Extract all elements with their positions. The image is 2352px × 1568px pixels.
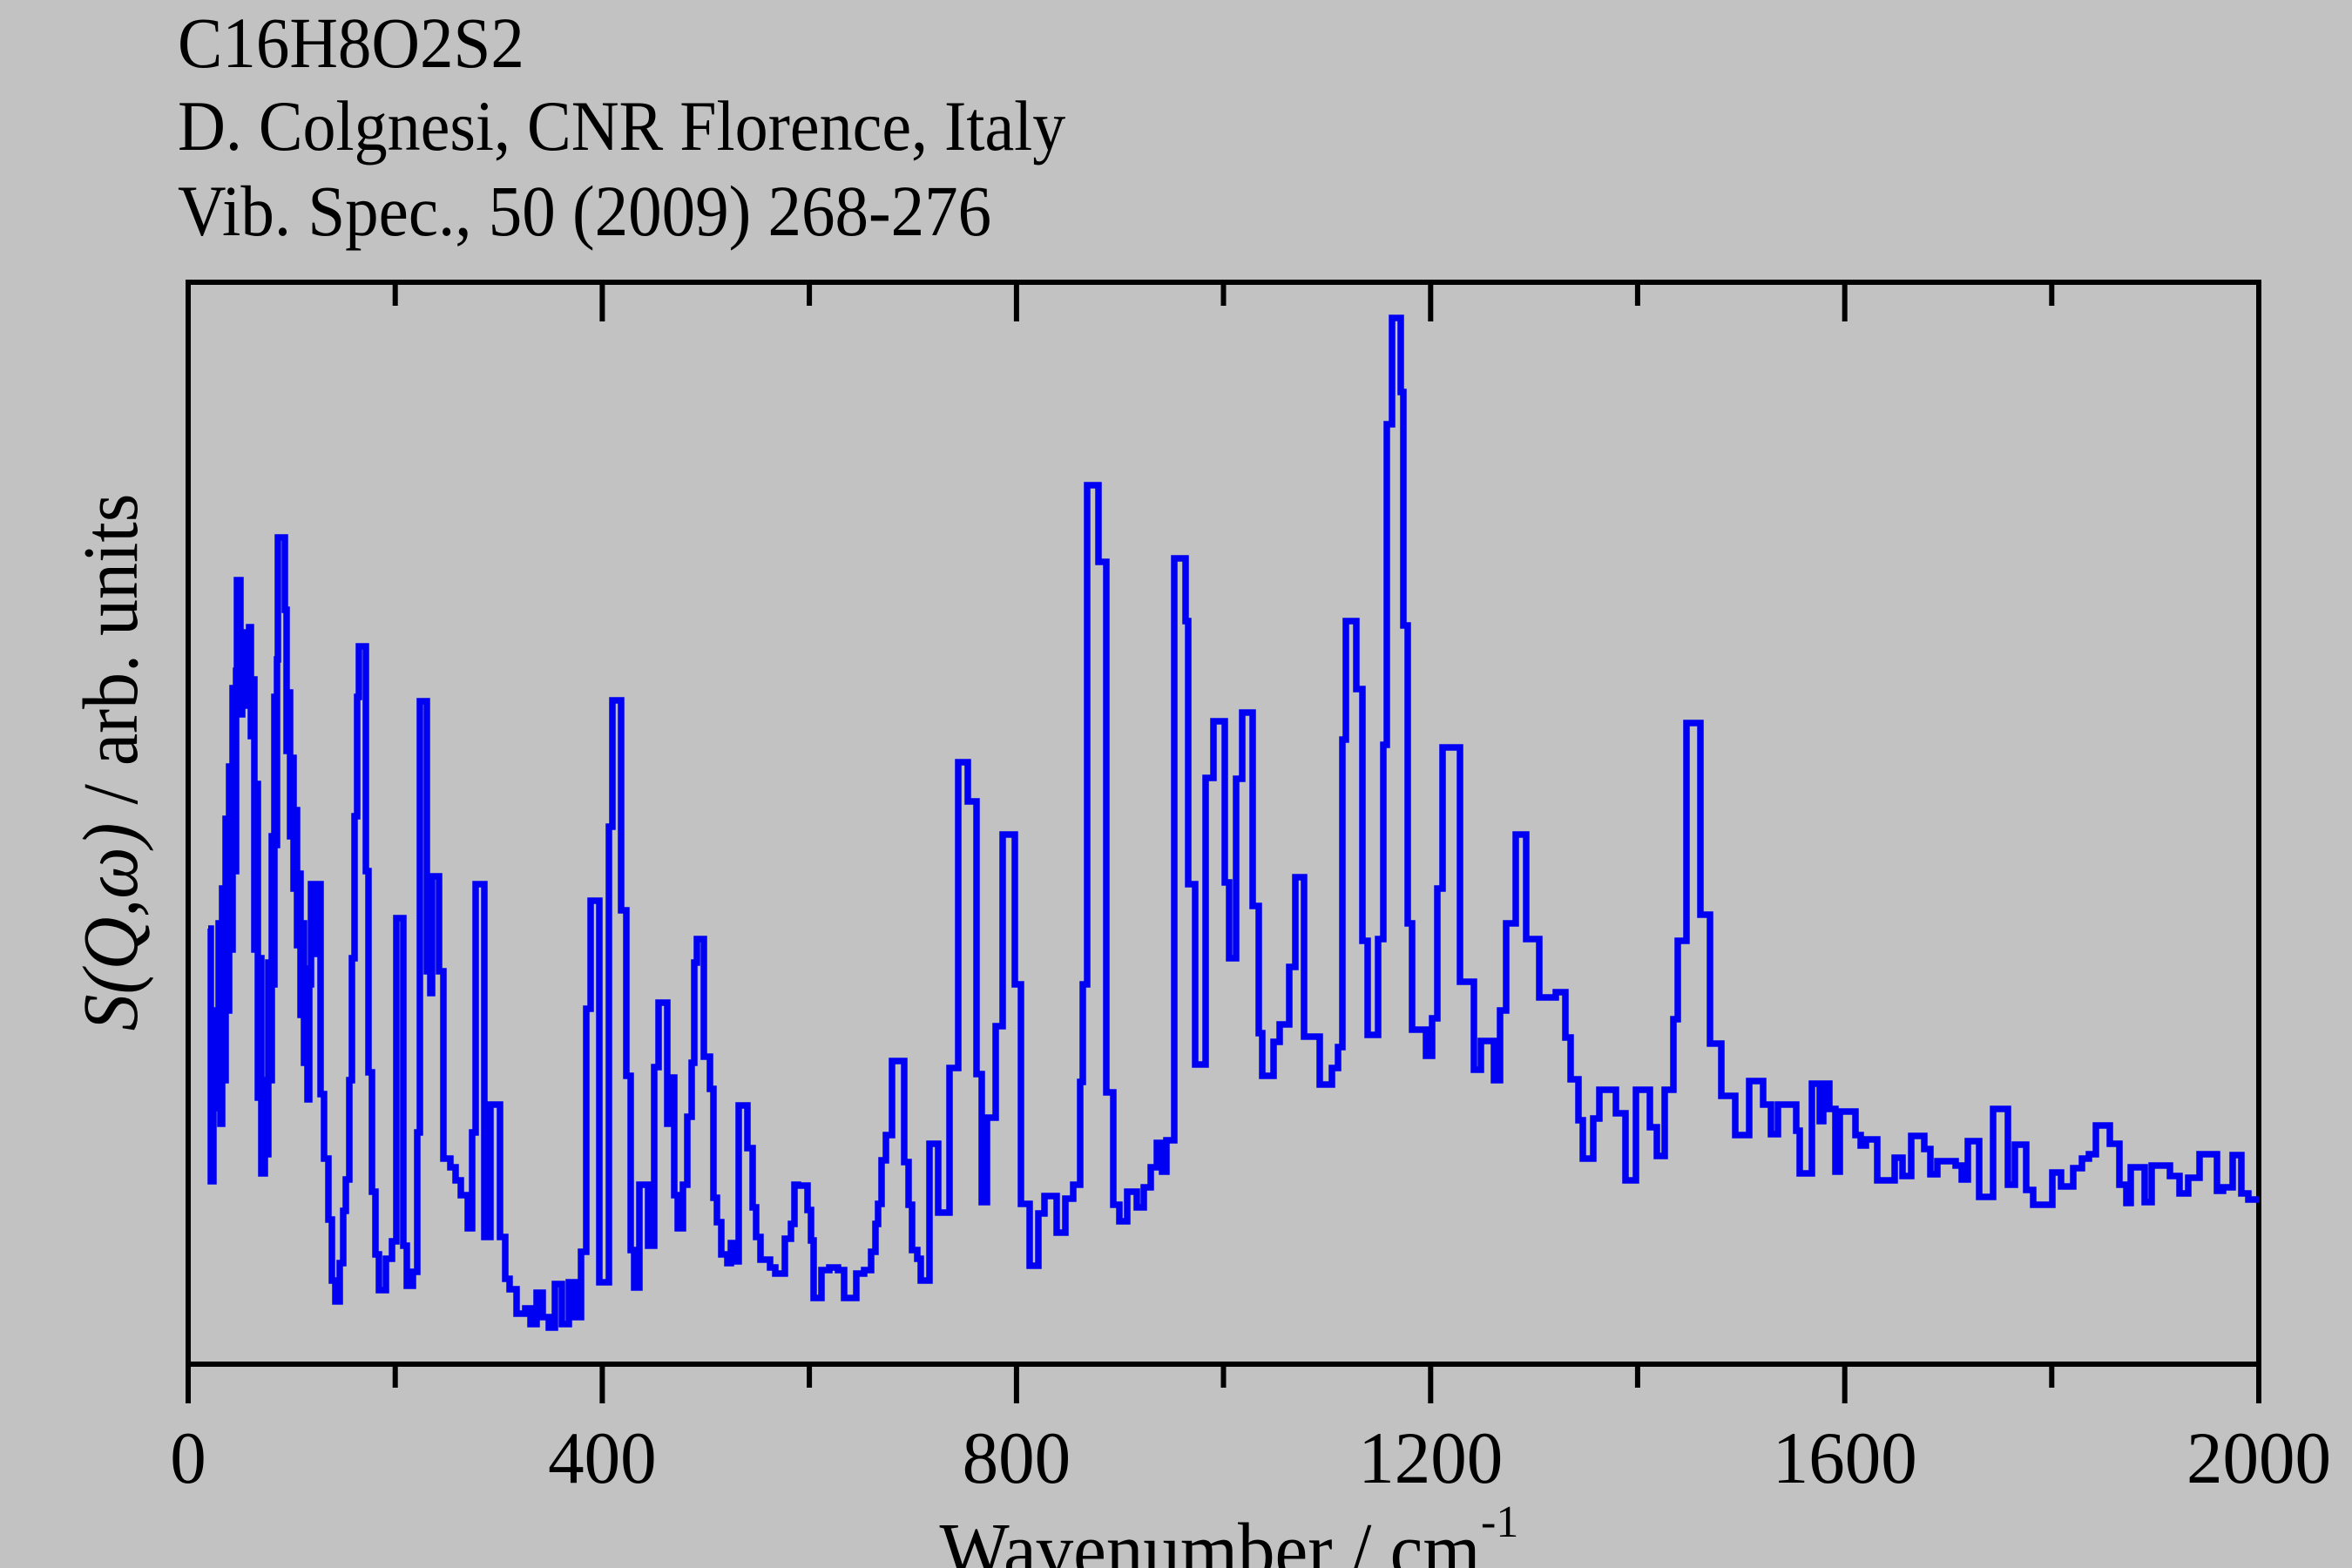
svg-text:1600: 1600 — [1773, 1417, 1917, 1499]
svg-text:0: 0 — [170, 1417, 206, 1499]
svg-text:C16H8O2S2: C16H8O2S2 — [178, 3, 524, 83]
svg-text:800: 800 — [963, 1417, 1071, 1499]
svg-text:Vib. Spec., 50 (2009) 268-276: Vib. Spec., 50 (2009) 268-276 — [178, 172, 991, 251]
svg-text:-1: -1 — [1481, 1497, 1518, 1547]
svg-text:Wavenumber / cm: Wavenumber / cm — [940, 1507, 1481, 1568]
svg-text:400: 400 — [548, 1417, 656, 1499]
svg-text:1200: 1200 — [1358, 1417, 1503, 1499]
svg-text:2000: 2000 — [2186, 1417, 2331, 1499]
svg-text:D. Colgnesi, CNR Florence, Ita: D. Colgnesi, CNR Florence, Italy — [178, 87, 1066, 166]
svg-text:S(Q,ω) / arb. units: S(Q,ω) / arb. units — [66, 494, 153, 1031]
